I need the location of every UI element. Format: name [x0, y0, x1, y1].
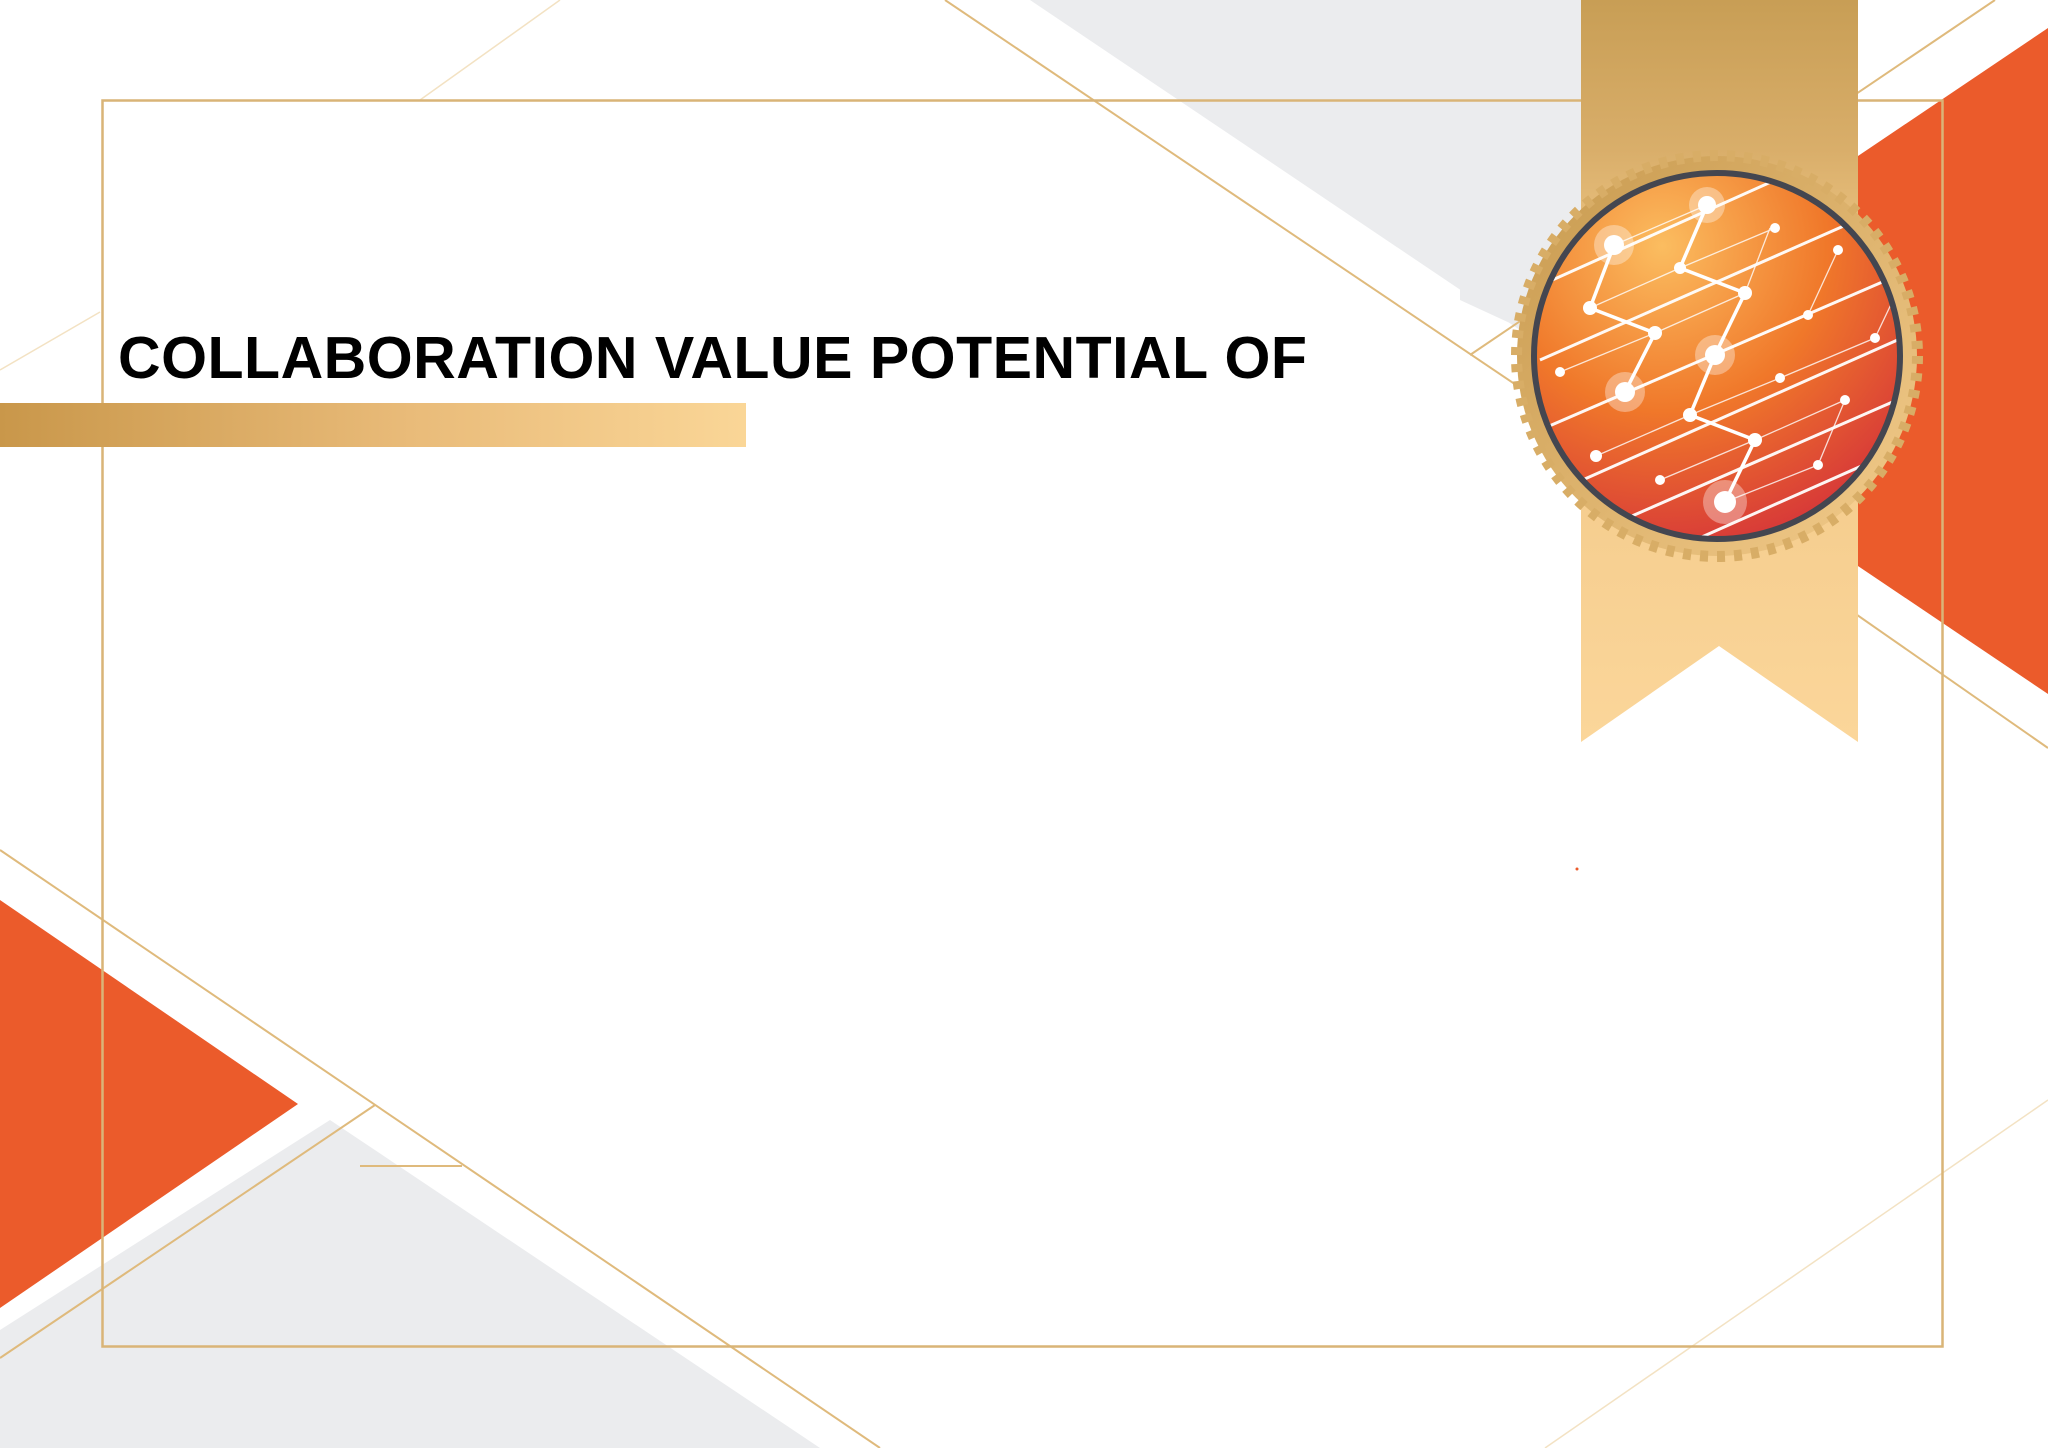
frame-border	[101, 99, 1944, 1348]
gray-band-top-right	[1030, 0, 1520, 330]
title-underline-bar	[0, 403, 746, 447]
gray-band-bottom-left	[0, 1120, 820, 1448]
orange-triangle-left	[0, 900, 298, 1308]
certificate-title: COLLABORATION VALUE POTENTIAL OF	[118, 325, 1308, 391]
network-seal-icon	[1511, 150, 1923, 562]
